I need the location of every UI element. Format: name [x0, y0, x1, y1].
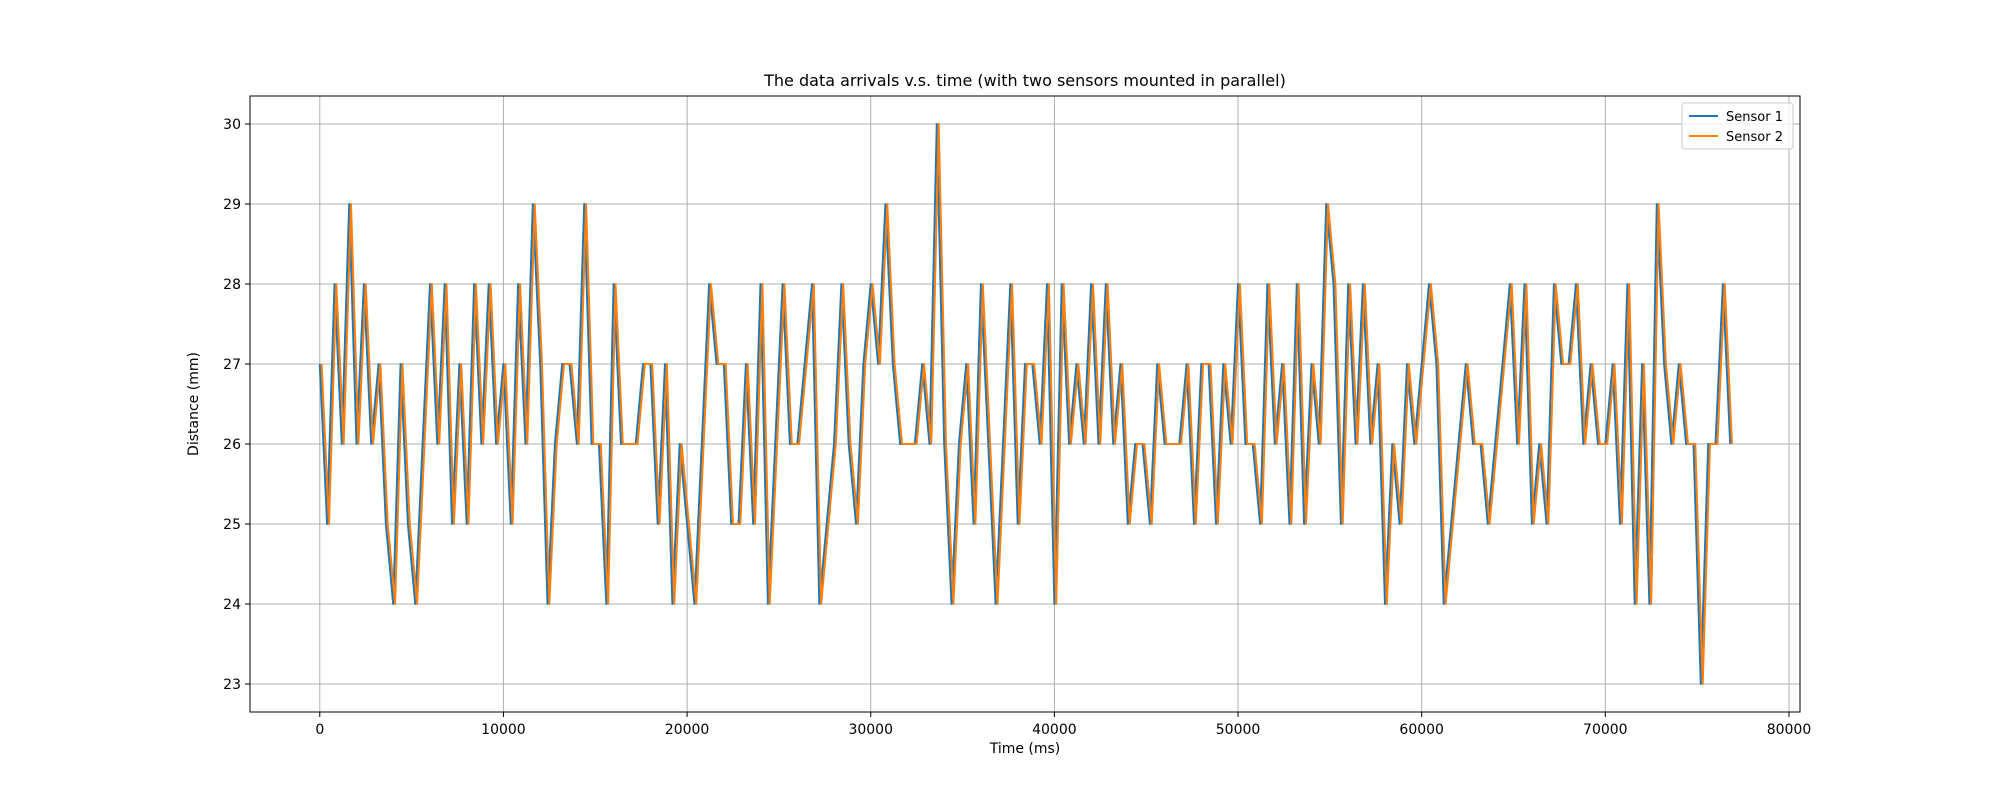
legend-label-sensor-1: Sensor 1	[1726, 110, 1783, 125]
legend-box	[1681, 102, 1794, 150]
chart-title: The data arrivals v.s. time (with two se…	[763, 71, 1286, 90]
y-tick-label: 23	[223, 677, 241, 693]
legend: Sensor 1 Sensor 2	[1681, 102, 1794, 150]
x-tick-label: 50000	[1216, 722, 1261, 738]
y-tick-label: 26	[223, 437, 241, 453]
x-tick-label: 10000	[481, 722, 526, 738]
x-tick-label: 40000	[1032, 722, 1077, 738]
x-tick-label: 60000	[1399, 722, 1444, 738]
y-tick-label: 24	[223, 597, 241, 613]
x-tick-label: 30000	[848, 722, 893, 738]
x-tick-label: 80000	[1767, 722, 1812, 738]
x-tick-label: 70000	[1583, 722, 1628, 738]
series-line-sensor-1	[318, 123, 1732, 685]
x-axis: 0 10000 20000 30000 40000 50000 60000 70000 8000…	[315, 712, 1811, 738]
x-axis-title: Time (ms)	[989, 741, 1061, 757]
legend-label-sensor-2: Sensor 2	[1726, 130, 1783, 145]
y-tick-label: 29	[223, 197, 241, 213]
y-axis-title: Distance (mm)	[186, 352, 202, 456]
y-tick-label: 27	[223, 357, 241, 373]
y-axis: 23 24 25 26 27 28 29 30	[223, 117, 250, 693]
y-tick-label: 25	[223, 517, 241, 533]
series-layer	[318, 123, 1733, 685]
plot-frame	[249, 95, 1801, 713]
series-line-sensor-2	[320, 123, 1733, 685]
y-tick-label: 30	[223, 117, 241, 133]
x-tick-label: 20000	[665, 722, 710, 738]
y-tick-label: 28	[223, 277, 241, 293]
x-tick-label: 0	[315, 722, 324, 738]
